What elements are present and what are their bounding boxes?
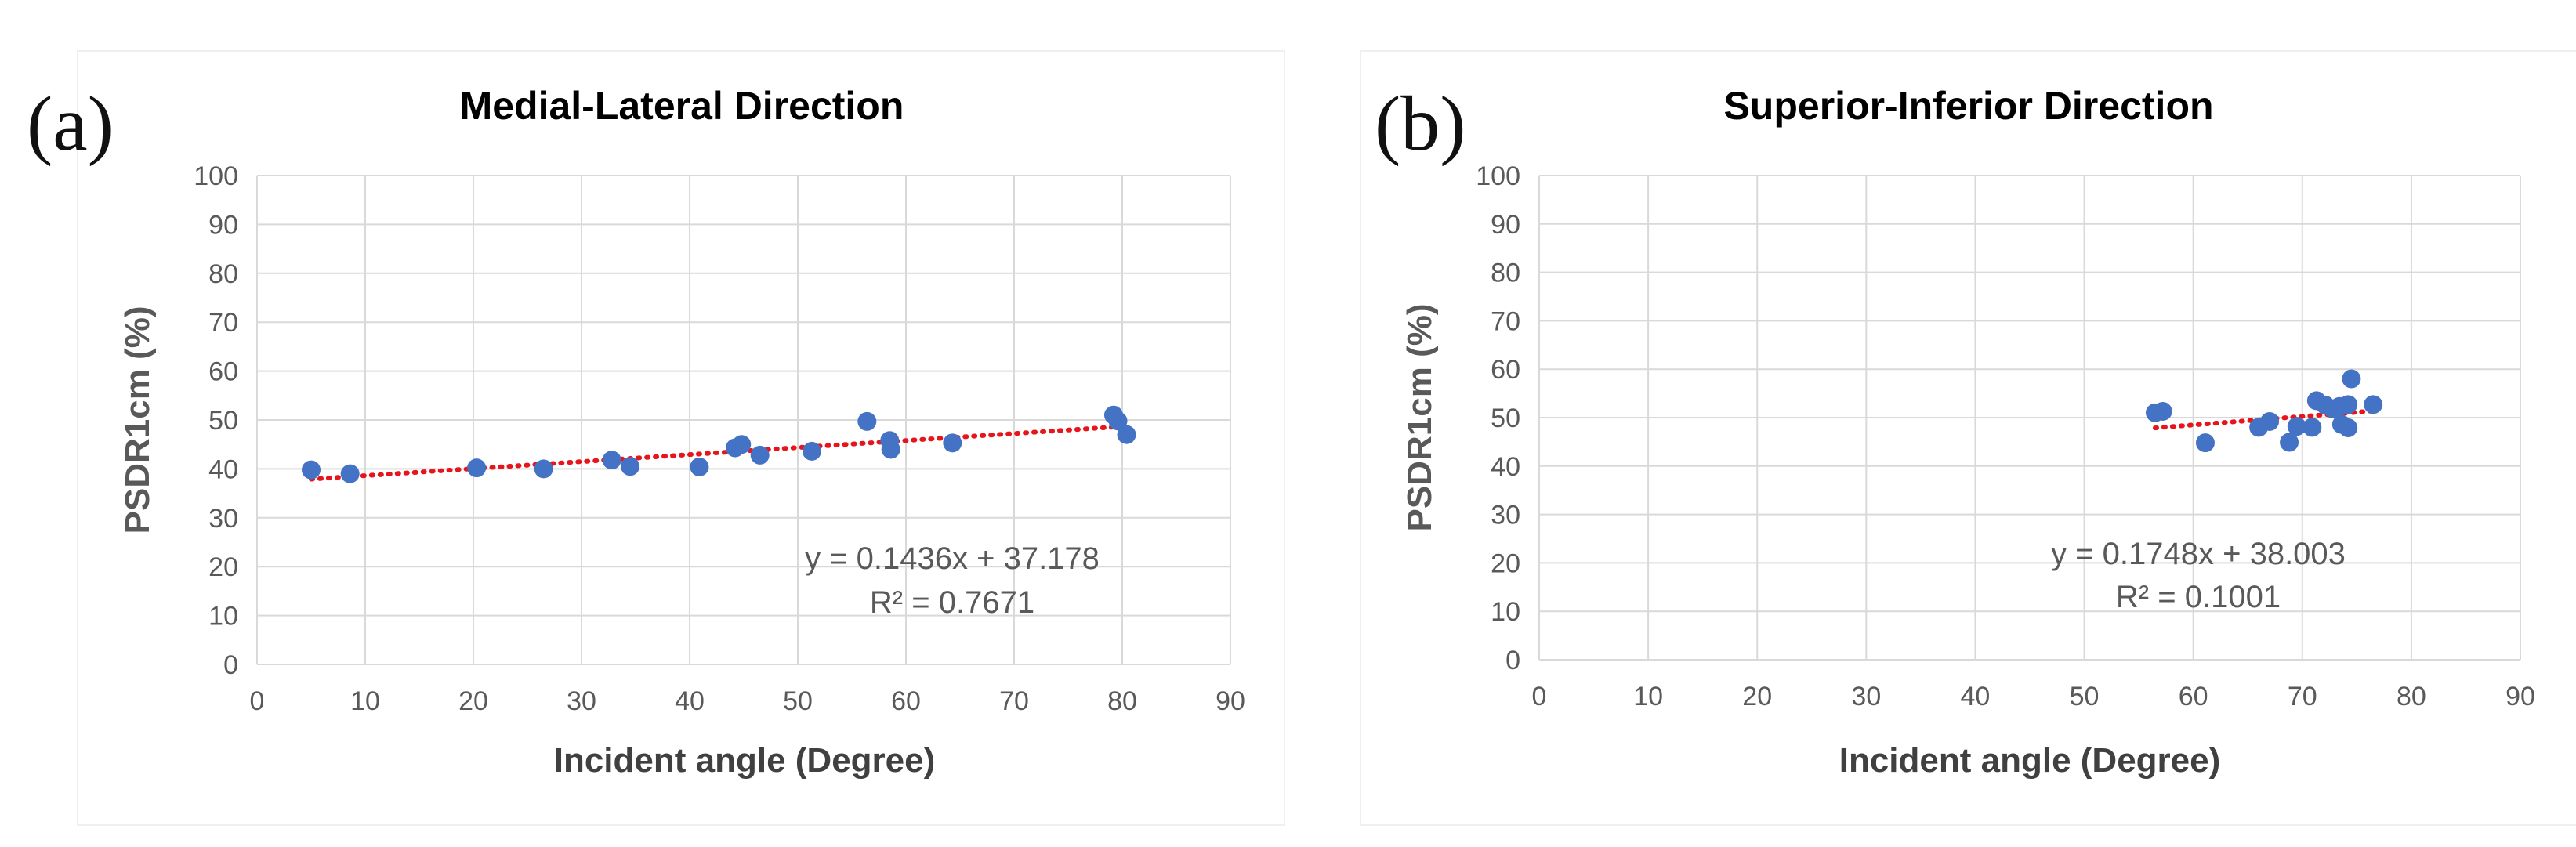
ml-data-point-1	[340, 464, 360, 483]
ml-y-axis-label: PSDR1cm (%)	[118, 306, 157, 534]
ml-data-point-13	[881, 440, 900, 459]
ml-data-point-10	[802, 441, 821, 461]
ml-x-tick-label: 40	[675, 686, 705, 716]
si-x-tick-label: 60	[2179, 682, 2208, 711]
si-x-tick-label: 20	[1742, 682, 1772, 711]
si-data-point-7	[2302, 418, 2322, 437]
ml-y-tick-label: 60	[208, 357, 238, 387]
si-x-tick-label: 80	[2397, 682, 2426, 711]
ml-x-tick-label: 60	[891, 686, 921, 716]
si-data-point-16	[2364, 395, 2383, 414]
chart-panel-superior-inferior	[1360, 50, 2576, 826]
ml-y-tick-label: 50	[208, 406, 238, 436]
ml-y-tick-label: 0	[223, 650, 238, 680]
ml-data-point-11	[857, 411, 877, 431]
ml-x-tick-label: 90	[1216, 686, 1245, 716]
si-r-squared: R² = 0.1001	[2116, 580, 2281, 614]
ml-y-tick-label: 10	[208, 602, 238, 632]
ml-y-tick-label: 80	[208, 259, 238, 289]
ml-data-point-14	[943, 433, 962, 453]
ml-data-point-3	[534, 459, 553, 479]
si-y-axis-label: PSDR1cm (%)	[1400, 304, 1439, 532]
si-y-tick-label: 70	[1491, 306, 1520, 336]
si-x-tick-label: 30	[1851, 682, 1881, 711]
si-x-tick-label: 90	[2505, 682, 2535, 711]
si-data-point-13	[2339, 418, 2358, 437]
panel-label-a: (a)	[27, 80, 114, 167]
ml-x-tick-label: 10	[350, 686, 380, 716]
ml-x-tick-label: 0	[250, 686, 265, 716]
ml-data-point-17	[1117, 425, 1136, 444]
ml-y-tick-label: 20	[208, 552, 238, 582]
si-data-point-2	[2195, 433, 2215, 453]
panel-label-b: (b)	[1375, 80, 1466, 167]
si-data-point-6	[2287, 417, 2306, 436]
ml-x-tick-label: 50	[783, 686, 813, 716]
si-y-tick-label: 60	[1491, 355, 1520, 385]
si-y-tick-label: 100	[1476, 161, 1520, 191]
ml-x-tick-label: 20	[458, 686, 488, 716]
si-y-tick-label: 10	[1491, 597, 1520, 627]
ml-x-tick-label: 80	[1107, 686, 1137, 716]
si-y-tick-label: 40	[1491, 452, 1520, 482]
ml-y-tick-label: 30	[208, 504, 238, 534]
ml-y-tick-label: 90	[208, 210, 238, 240]
si-y-tick-label: 50	[1491, 404, 1520, 433]
si-y-tick-label: 0	[1505, 646, 1520, 675]
ml-data-point-6	[690, 457, 709, 476]
si-y-tick-label: 30	[1491, 501, 1520, 530]
si-data-point-14	[2339, 395, 2358, 414]
si-y-tick-label: 20	[1491, 548, 1520, 578]
ml-data-point-16	[1108, 411, 1128, 431]
si-x-axis-label: Incident angle (Degree)	[1839, 741, 2221, 780]
ml-data-point-2	[467, 458, 487, 478]
si-x-tick-label: 70	[2288, 682, 2317, 711]
ml-data-point-5	[621, 457, 640, 476]
si-data-point-5	[2280, 433, 2299, 452]
ml-trendline	[309, 423, 1129, 482]
ml-r-squared: R² = 0.7671	[870, 585, 1034, 620]
si-y-tick-label: 80	[1491, 259, 1520, 288]
ml-chart-title: Medial-Lateral Direction	[460, 84, 904, 128]
ml-data-point-8	[732, 435, 752, 454]
si-trendline-equation: y = 0.1748x + 38.003	[2051, 537, 2346, 571]
ml-data-point-0	[302, 460, 321, 480]
ml-data-point-4	[602, 451, 621, 470]
ml-x-tick-label: 30	[567, 686, 596, 716]
si-x-tick-label: 10	[1633, 682, 1663, 711]
si-x-tick-label: 0	[1532, 682, 1547, 711]
si-data-point-4	[2260, 411, 2280, 431]
ml-data-point-9	[750, 445, 770, 465]
ml-x-axis-label: Incident angle (Degree)	[554, 741, 936, 780]
ml-x-tick-label: 70	[999, 686, 1029, 716]
si-data-point-15	[2342, 369, 2361, 389]
ml-y-tick-label: 70	[208, 308, 238, 338]
ml-trendline-equation: y = 0.1436x + 37.178	[805, 541, 1100, 576]
ml-y-tick-label: 100	[194, 161, 238, 191]
si-x-tick-label: 50	[2070, 682, 2100, 711]
chart-panel-medial-lateral	[77, 50, 1285, 826]
si-data-point-1	[2153, 401, 2172, 421]
ml-y-tick-label: 40	[208, 454, 238, 484]
si-chart-title: Superior-Inferior Direction	[1723, 84, 2213, 128]
si-x-tick-label: 40	[1961, 682, 1991, 711]
si-y-tick-label: 90	[1491, 210, 1520, 240]
